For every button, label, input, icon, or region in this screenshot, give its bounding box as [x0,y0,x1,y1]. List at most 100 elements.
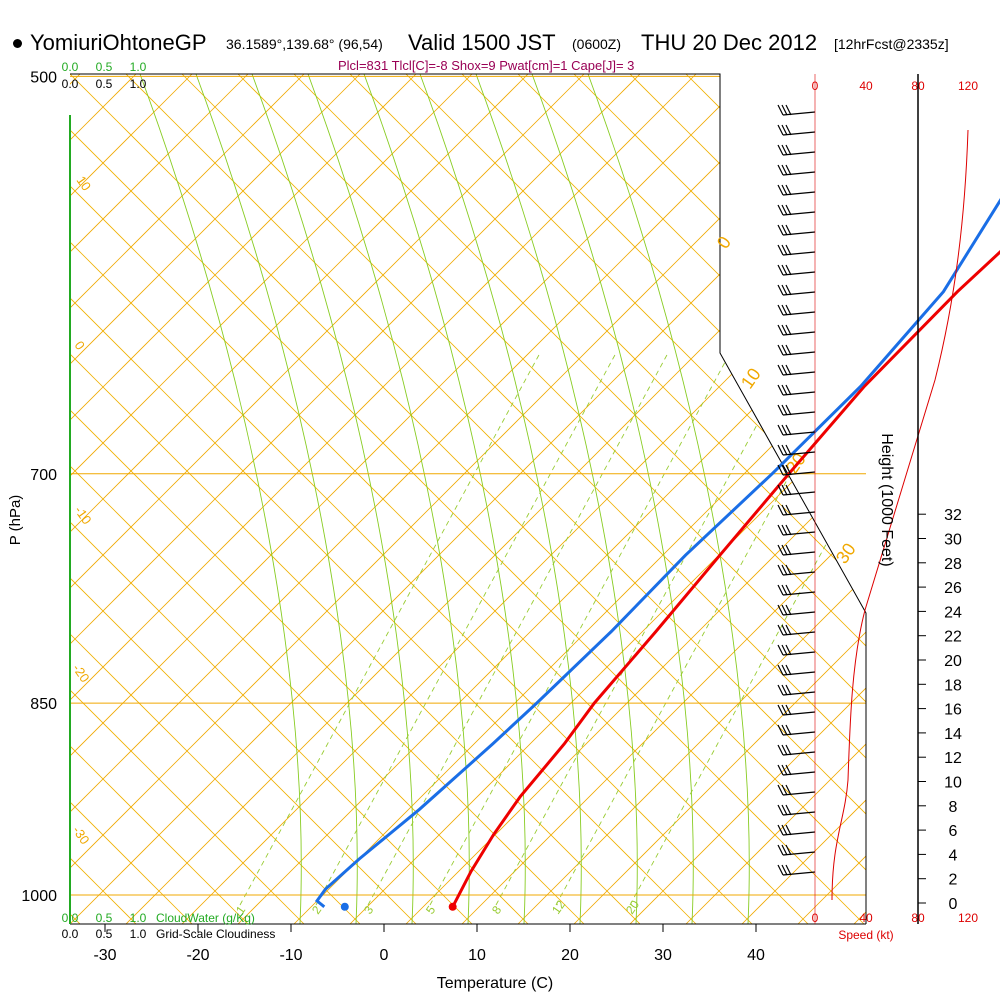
cloud-scale-top: 0.5 [96,60,113,74]
isotherm-line [573,74,866,924]
wind-barbs [777,104,816,876]
dry-adiabat-line [70,74,585,924]
height-tick-label: 12 [944,750,962,767]
height-tick-label: 20 [944,653,962,670]
moist-adiabat-line [531,74,694,924]
temperature-surface-marker [448,902,457,911]
height-tick-label: 26 [944,580,962,597]
wind-barb-shaft [782,471,816,476]
wind-barb-shaft [782,611,816,616]
cloudiness-scale-top: 0.5 [96,77,113,91]
wind-barb-flag [781,624,788,636]
cloud-scale-bottom: 1.0 [130,911,147,925]
wind-barb-flag [781,184,788,196]
isotherm-label-left: -20 [70,661,93,685]
wind-barb-shaft [782,591,816,596]
isotherm-label: 30 [832,539,860,567]
wind-barb-flag [785,204,792,216]
wind-barb-flag [785,324,792,336]
cloudiness-label: Grid-Scale Cloudiness [156,927,275,941]
wind-barb-flag [785,484,792,496]
wind-barb-shaft [782,551,816,556]
isotherm-line [70,74,585,924]
cloud-scale-top: 0.0 [62,60,79,74]
dry-adiabat-line [70,74,529,924]
cloud-scale-bottom: 0.5 [96,911,113,925]
isotherm-line [70,74,361,924]
isotherm-line [70,74,305,924]
isotherm-line [966,74,1000,924]
wind-barb-shaft [782,791,816,796]
isotherm-line [741,74,866,924]
wind-barb-flag [777,384,784,396]
wind-barb-flag [785,744,792,756]
dewpoint-profile [314,198,1000,908]
wind-barb-flag [777,764,784,776]
wind-barb-flag [781,464,788,476]
dry-adiabat-line [181,74,866,924]
dry-adiabat-line [237,74,866,924]
wind-barb-flag [781,404,788,416]
wind-barb-shaft [782,171,816,176]
wind-barb-flag [777,404,784,416]
speed-tick-bottom: 40 [859,911,873,925]
speed-tick-bottom: 120 [958,911,978,925]
wind-barb-flag [781,424,788,436]
height-tick-label: 14 [944,726,962,743]
wind-barb-flag [785,604,792,616]
isotherm-line [517,74,866,924]
mixing-ratio-line [495,352,797,906]
dry-adiabat-line [910,74,1000,924]
cloud-scale-bottom: 0.0 [62,911,79,925]
wind-barb-shaft [782,251,816,256]
height-tick-label: 24 [944,604,962,621]
wind-barb-shaft [782,531,816,536]
wind-barb-shaft [782,631,816,636]
wind-barb-flag [785,524,792,536]
wind-barb-flag [781,764,788,776]
plot-area [70,74,1000,924]
dry-adiabat-line [966,74,1000,924]
wind-barb-shaft [782,851,816,856]
cloudiness-scale-bottom: 0.0 [62,927,79,941]
speed-tick-top: 0 [812,79,819,93]
wind-barb-flag [781,204,788,216]
wind-barb-flag [781,684,788,696]
mixing-ratio-label: 12 [549,897,568,916]
isotherm-label: 0 [713,233,735,253]
wind-barb-flag [785,164,792,176]
wind-barb-flag [781,484,788,496]
isotherm-line [70,74,697,924]
wind-barb-flag [785,824,792,836]
x-axis-label: Temperature (C) [437,975,553,992]
wind-barb-flag [785,304,792,316]
wind-barb-flag [785,244,792,256]
wind-barb-flag [781,724,788,736]
x-tick-label: 10 [468,947,486,964]
dry-adiabat-line [70,74,809,924]
wind-barb-flag [781,864,788,876]
wind-barb-flag [785,704,792,716]
isotherm-line [349,74,866,924]
wind-barb-flag [781,344,788,356]
height-tick-label: 10 [944,775,962,792]
wind-barb-flag [781,264,788,276]
wind-barb-flag [785,644,792,656]
dry-adiabat-line [70,74,361,924]
isotherm-line [181,74,866,924]
wind-barb-shaft [782,831,816,836]
dry-adiabat-line [349,74,866,924]
height-tick-label: 28 [944,556,962,573]
isotherm-line [70,74,809,924]
wind-barb-flag [777,684,784,696]
wind-barb-flag [777,804,784,816]
moist-adiabat-line [251,74,414,924]
wind-barb-flag [777,784,784,796]
isotherm-line [70,74,529,924]
isotherm-label-left: -30 [70,823,93,847]
wind-barb-flag [777,584,784,596]
valid-zulu: (0600Z) [572,36,622,52]
wind-barb-flag [785,584,792,596]
wind-barb-flag [781,704,788,716]
title-station-dot [13,39,22,48]
